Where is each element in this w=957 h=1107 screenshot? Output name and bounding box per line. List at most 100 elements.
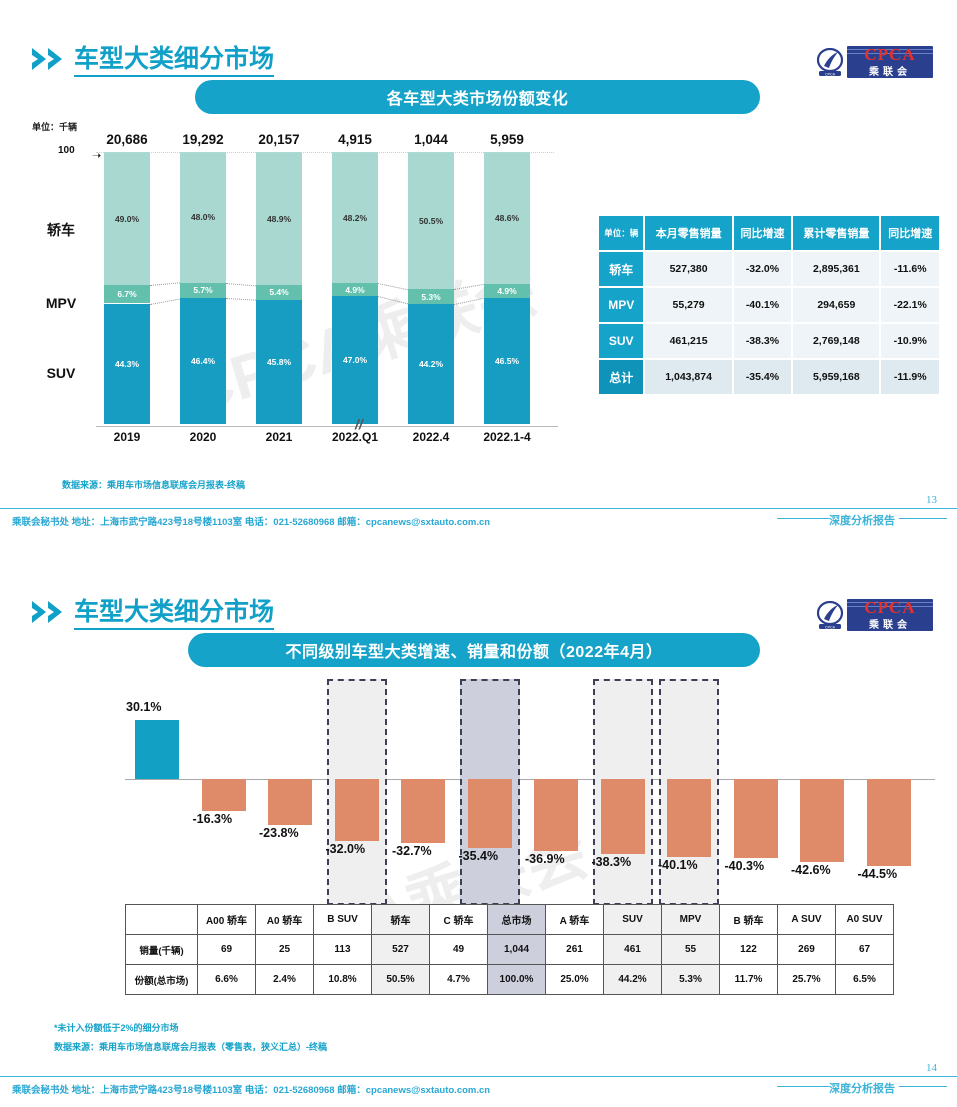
cpca-mark-icon: CPCA (816, 48, 844, 76)
footer-dash-right-2 (899, 1086, 947, 1087)
table-unit-header: 单位：辆 (599, 216, 644, 250)
table-column-header: A0 SUV (835, 904, 894, 935)
table-cell: -11.6% (881, 252, 939, 286)
segment-suv: 46.4% (180, 298, 226, 425)
table-column-header: B 轿车 (719, 904, 778, 935)
footer-dash-right-1 (899, 518, 947, 519)
cpca-logo: CPCA CPCA 乘联会 (815, 599, 935, 633)
segment-value: 4.9% (497, 285, 517, 296)
table-column-header: 同比增速 (733, 216, 792, 250)
x-axis-label: 2022.Q1 (331, 430, 379, 444)
series-label-mpv: MPV (45, 295, 77, 311)
growth-bar (534, 779, 578, 851)
axis-arrow-icon: ➝ (92, 150, 102, 162)
table-column-header: A SUV (777, 904, 836, 935)
table-row-label: 轿车 (599, 252, 644, 286)
bar-value-label: -32.0% (325, 842, 366, 857)
bar-value-label: -23.8% (259, 826, 299, 841)
segment-value: 5.7% (193, 285, 213, 296)
segment-value: 4.9% (345, 284, 365, 295)
table-cell: -22.1% (881, 288, 939, 322)
table-cell: 461 (603, 934, 662, 965)
segment-value: 49.0% (114, 213, 140, 224)
cpca-logo-text: CPCA (864, 599, 916, 617)
table-column-header: A0 轿车 (255, 904, 314, 935)
bar-value-label: -35.4% (458, 849, 499, 864)
table-cell: 11.7% (719, 964, 778, 995)
cpca-logo-cn: 乘联会 (869, 620, 911, 631)
table-cell: 527 (371, 934, 430, 965)
table-column-header: C 轿车 (429, 904, 488, 935)
segment-value: 48.9% (266, 213, 292, 224)
x-axis-label: 2021 (265, 430, 293, 444)
segment-value: 46.4% (190, 356, 216, 367)
slide-2-header: 车型大类细分市场 CPCA CPCA 乘联会 (0, 575, 957, 631)
growth-bar (800, 779, 844, 863)
bar-total-label: 1,044 (414, 132, 448, 147)
bar-value-label: 30.1% (126, 700, 162, 715)
slide-2-banner-title: 不同级别车型大类增速、销量和份额（2022年4月） (188, 633, 760, 667)
table-cell: 2,769,148 (793, 324, 880, 358)
cpca-logo-text: CPCA (864, 46, 916, 64)
table-column-header: SUV (603, 904, 662, 935)
table-cell: 50.5% (371, 964, 430, 995)
stacked-share-chart: 100 ➝ 轿车 MPV SUV 49.0% 6.7% 44.3% 20,686 48.… (30, 120, 560, 460)
svg-text:CPCA: CPCA (825, 72, 836, 76)
segment-value: 48.6% (494, 213, 520, 224)
table-row: 销量(千辆) 69 25 113 527 49 1,044 261 461 55 122 269 67 (125, 934, 894, 965)
bar-total-label: 5,959 (490, 132, 524, 147)
segment-value: 6.7% (117, 289, 137, 300)
bar-value-label: -44.5% (857, 866, 898, 881)
table-cell: 1,044 (487, 934, 546, 965)
table-cell: 25.0% (545, 964, 604, 995)
table-cell: 49 (429, 934, 488, 965)
growth-bar (401, 779, 445, 843)
table-cell: -10.9% (881, 324, 939, 358)
table-column-header: B SUV (313, 904, 372, 935)
table-cell: 6.6% (197, 964, 256, 995)
top-gridline (96, 152, 554, 153)
segment-value: 48.0% (190, 212, 216, 223)
stacked-bar: 49.0% 6.7% 44.3% 20,686 (104, 132, 150, 424)
segment-car: 49.0% (104, 152, 150, 286)
table-cell: 461,215 (645, 324, 732, 358)
x-axis-label: 2022.1-4 (483, 430, 531, 444)
bar-total-label: 20,157 (258, 132, 300, 147)
segment-car: 48.0% (180, 152, 226, 283)
segment-suv: 44.2% (408, 303, 454, 424)
bar-value-label: -32.7% (392, 843, 432, 858)
band-connector (150, 282, 181, 287)
detail-table-slide-2: A00 轿车 A0 轿车 B SUV 轿车 C 轿车 总市场 A 轿车 SUV MPV B 轿车 A… (125, 904, 894, 995)
table-column-header: 总市场 (487, 904, 546, 935)
footer-divider-2 (0, 1076, 957, 1077)
table-row: A00 轿车 A0 轿车 B SUV 轿车 C 轿车 总市场 A 轿车 SUV MPV B 轿车 A… (125, 904, 894, 935)
table-header-row: 单位：辆 本月零售销量 同比增速 累计零售销量 同比增速 (599, 216, 939, 250)
footnote-slide-2: *未计入份额低于2%的细分市场 (54, 1023, 179, 1033)
table-row: SUV 461,215 -38.3% 2,769,148 -10.9% (599, 324, 939, 358)
segment-value: 44.2% (418, 358, 444, 369)
table-cell: 294,659 (793, 288, 880, 322)
segment-car: 48.9% (256, 152, 302, 285)
table-row: 轿车 527,380 -32.0% 2,895,361 -11.6% (599, 252, 939, 286)
segment-car: 50.5% (408, 152, 454, 290)
cpca-mark-icon: CPCA (816, 601, 844, 629)
table-cell: 2,895,361 (793, 252, 880, 286)
segment-value: 5.3% (421, 291, 441, 302)
band-connector (377, 283, 408, 291)
bar-value-label: -36.9% (525, 851, 565, 866)
table-cell: -35.4% (733, 360, 792, 394)
table-row-label: 份额(总市场) (125, 964, 198, 995)
cpca-badge: CPCA 乘联会 (847, 46, 933, 78)
growth-bar-chart: 30.1% -16.3% -23.8% -32.0% -32.7% -35.4% -36.9… (125, 679, 935, 908)
table-cell: 25.7% (777, 964, 836, 995)
table-cell: 5,959,168 (793, 360, 880, 394)
segment-value: 5.4% (269, 287, 289, 298)
table-row: MPV 55,279 -40.1% 294,659 -22.1% (599, 288, 939, 322)
bar-value-label: -42.6% (791, 863, 831, 878)
segment-mpv: 4.9% (332, 283, 378, 297)
segment-mpv: 6.7% (104, 285, 150, 304)
bar-total-label: 4,915 (338, 132, 372, 147)
footer-report-label-2: 深度分析报告 (829, 1083, 895, 1095)
